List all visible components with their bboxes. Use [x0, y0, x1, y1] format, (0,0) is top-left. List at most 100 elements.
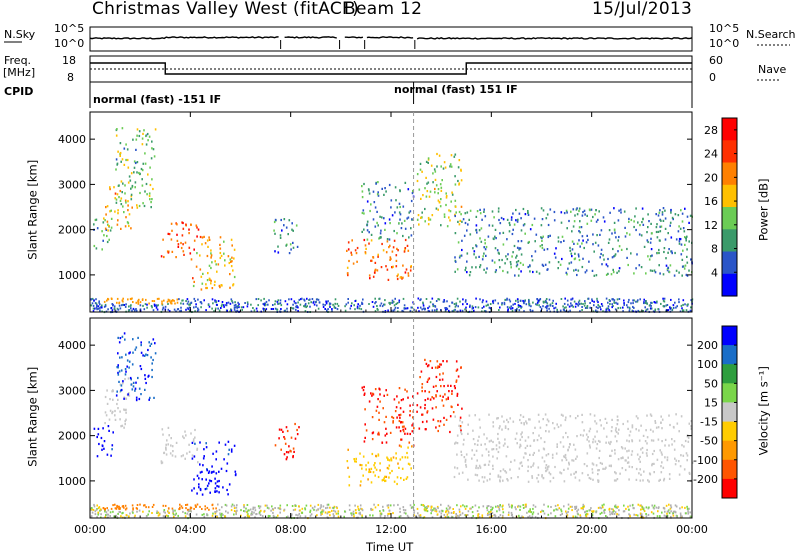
- ground-scatter-cell: [575, 505, 578, 508]
- ground-scatter-cell: [168, 507, 170, 510]
- ground-scatter-cell: [361, 301, 363, 304]
- data-cell: [141, 137, 144, 140]
- data-cell: [655, 230, 658, 234]
- ground-scatter-cell: [572, 515, 574, 518]
- ground-scatter-cell: [186, 512, 188, 515]
- data-cell: [497, 432, 499, 436]
- data-cell: [664, 238, 667, 241]
- data-cell: [95, 218, 98, 221]
- ground-scatter-cell: [540, 510, 542, 513]
- ground-scatter-cell: [298, 512, 301, 515]
- ground-scatter-cell: [427, 307, 429, 310]
- ground-scatter-cell: [216, 510, 218, 513]
- data-cell: [399, 276, 402, 279]
- ground-scatter-cell: [602, 506, 604, 509]
- data-cell: [481, 258, 484, 261]
- ground-scatter-cell: [190, 506, 193, 509]
- ground-scatter-cell: [672, 306, 675, 309]
- ground-scatter-cell: [92, 310, 95, 313]
- ground-scatter-cell: [225, 302, 228, 305]
- data-cell: [626, 256, 628, 259]
- ground-scatter-cell: [213, 310, 215, 313]
- ground-scatter-cell: [526, 511, 528, 514]
- data-cell: [631, 424, 634, 427]
- data-cell: [572, 459, 575, 462]
- ground-scatter-cell: [333, 505, 336, 508]
- data-cell: [475, 266, 477, 269]
- ground-scatter-cell: [601, 511, 603, 514]
- ground-scatter-cell: [163, 509, 166, 511]
- ground-scatter-cell: [471, 307, 474, 310]
- data-cell: [529, 270, 531, 273]
- ground-scatter-cell: [112, 510, 114, 513]
- ground-scatter-cell: [565, 510, 567, 513]
- data-cell: [654, 421, 657, 424]
- ground-scatter-cell: [615, 301, 617, 304]
- ground-scatter-cell: [347, 298, 349, 300]
- ground-scatter-cell: [535, 303, 537, 306]
- data-cell: [643, 245, 646, 248]
- ground-scatter-cell: [283, 508, 286, 511]
- data-cell: [406, 456, 409, 459]
- ground-scatter-cell: [181, 506, 184, 509]
- ground-scatter-cell: [666, 512, 668, 515]
- ground-scatter-cell: [220, 307, 222, 309]
- ground-scatter-cell: [377, 504, 380, 507]
- ground-scatter-cell: [92, 508, 95, 511]
- ground-scatter-cell: [440, 509, 443, 512]
- ground-scatter-cell: [162, 306, 165, 309]
- data-cell: [507, 428, 510, 431]
- data-cell: [567, 467, 569, 470]
- data-cell: [650, 414, 653, 417]
- ground-scatter-cell: [186, 302, 189, 305]
- ground-scatter-cell: [618, 513, 620, 516]
- ground-scatter-cell: [563, 302, 566, 305]
- data-cell: [624, 447, 626, 450]
- data-cell: [668, 271, 671, 274]
- data-cell: [205, 478, 207, 481]
- data-cell: [527, 459, 529, 462]
- ground-scatter-cell: [374, 302, 376, 305]
- data-cell: [458, 472, 460, 475]
- data-cell: [199, 268, 202, 271]
- data-cell: [635, 428, 637, 431]
- data-cell: [443, 215, 446, 218]
- data-cell: [224, 259, 226, 262]
- data-cell: [435, 375, 438, 379]
- ground-scatter-cell: [357, 508, 360, 510]
- ground-scatter-cell: [244, 302, 246, 304]
- ground-scatter-cell: [599, 512, 602, 515]
- data-cell: [580, 226, 583, 229]
- ground-scatter-cell: [597, 506, 600, 509]
- data-cell: [597, 469, 599, 472]
- data-cell: [409, 269, 412, 272]
- y-tick-label: 3000: [58, 178, 86, 191]
- ground-scatter-cell: [581, 306, 583, 308]
- data-cell: [419, 376, 421, 379]
- data-cell: [576, 435, 578, 438]
- ground-scatter-cell: [628, 513, 630, 516]
- data-cell: [686, 215, 689, 218]
- ground-scatter-cell: [331, 506, 334, 509]
- data-cell: [620, 248, 623, 251]
- data-cell: [681, 274, 683, 277]
- ground-scatter-cell: [438, 510, 441, 513]
- ground-scatter-cell: [522, 507, 525, 509]
- data-cell: [661, 427, 663, 430]
- ground-scatter-cell: [327, 511, 330, 514]
- data-cell: [119, 383, 122, 386]
- nsky-tick-bottom: 10^0: [54, 37, 85, 50]
- data-cell: [517, 240, 520, 243]
- ground-scatter-cell: [185, 507, 187, 510]
- data-cell: [666, 456, 669, 459]
- data-cell: [196, 447, 199, 450]
- ground-scatter-cell: [233, 304, 236, 307]
- data-cell: [154, 352, 157, 355]
- ground-scatter-cell: [607, 301, 609, 304]
- data-cell: [450, 200, 452, 203]
- data-cell: [154, 342, 156, 345]
- ground-scatter-cell: [486, 505, 489, 508]
- ground-scatter-cell: [445, 307, 447, 310]
- ground-scatter-cell: [516, 298, 519, 301]
- data-cell: [641, 451, 644, 454]
